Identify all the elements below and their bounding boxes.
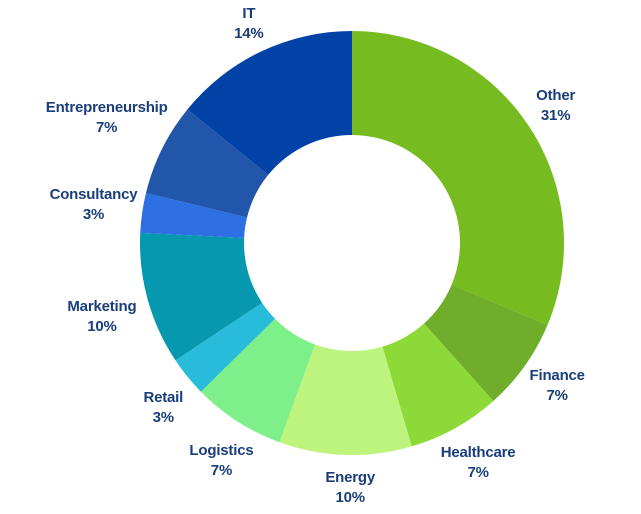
slice-label-marketing: Marketing 10% — [67, 297, 136, 337]
slice-label-entrepreneurship: Entrepreneurship 7% — [46, 98, 168, 138]
pie-slice-it — [187, 31, 352, 175]
pie-slice-marketing — [140, 232, 263, 361]
slice-label-name: Logistics — [189, 441, 254, 459]
slice-label-name: Retail — [143, 388, 184, 406]
pie-slice-logistics — [200, 318, 316, 443]
slice-label-name: Entrepreneurship — [45, 99, 168, 117]
slice-label-name: Energy — [325, 468, 375, 486]
slice-label-percent: 7% — [96, 119, 118, 137]
pie-slice-energy — [279, 344, 412, 455]
slice-label-percent: 14% — [234, 24, 264, 42]
slice-label-percent: 10% — [335, 488, 365, 506]
slice-label-percent: 3% — [152, 408, 174, 426]
pie-slice-healthcare — [382, 323, 494, 447]
pie-slice-consultancy — [140, 193, 248, 238]
pie-slice-entrepreneurship — [145, 109, 269, 218]
slice-label-energy: Energy 10% — [325, 468, 375, 508]
slice-label-finance: Finance 7% — [530, 366, 585, 406]
slice-label-retail: Retail 3% — [143, 388, 183, 428]
slice-label-healthcare: Healthcare 7% — [441, 443, 516, 483]
slice-label-percent: 7% — [467, 463, 489, 481]
slice-label-name: Finance — [529, 367, 585, 385]
slice-label-other: Other 31% — [536, 86, 575, 126]
pie-slice-retail — [175, 302, 276, 392]
slice-label-name: Other — [536, 87, 576, 105]
slice-label-name: Marketing — [67, 297, 137, 315]
pie-slice-other — [352, 31, 565, 325]
slice-label-percent: 7% — [210, 461, 233, 479]
slice-label-consultancy: Consultancy 3% — [50, 185, 138, 225]
pie-slice-finance — [424, 284, 548, 401]
slice-label-logistics: Logistics 7% — [189, 441, 253, 481]
slice-label-percent: 31% — [540, 107, 571, 125]
slice-label-percent: 10% — [87, 317, 117, 335]
slice-label-percent: 7% — [546, 387, 568, 405]
slice-label-name: Healthcare — [440, 443, 516, 461]
slice-label-name: Consultancy — [49, 185, 138, 203]
slice-label-name: IT — [242, 4, 256, 22]
slice-label-percent: 3% — [82, 205, 105, 223]
slice-label-it: IT 14% — [234, 4, 264, 44]
